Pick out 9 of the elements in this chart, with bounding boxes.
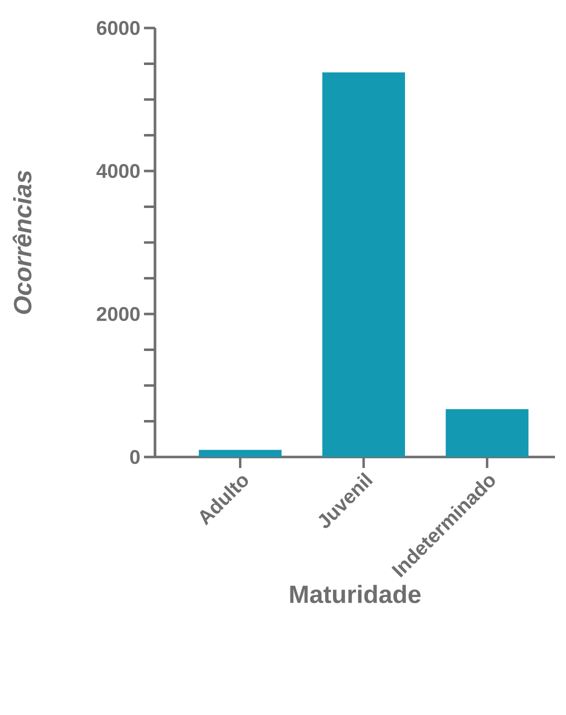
x-axis-title: Maturidade xyxy=(290,584,421,604)
y-tick-label: 4000 xyxy=(96,164,140,178)
y-tick-label: 0 xyxy=(130,450,140,464)
y-tick-label: 6000 xyxy=(96,20,140,36)
y-axis-title: Ocorrências xyxy=(12,170,32,314)
y-tick-label: 2000 xyxy=(96,306,140,322)
bar xyxy=(446,409,528,457)
bar xyxy=(322,72,406,457)
bar xyxy=(198,450,282,457)
